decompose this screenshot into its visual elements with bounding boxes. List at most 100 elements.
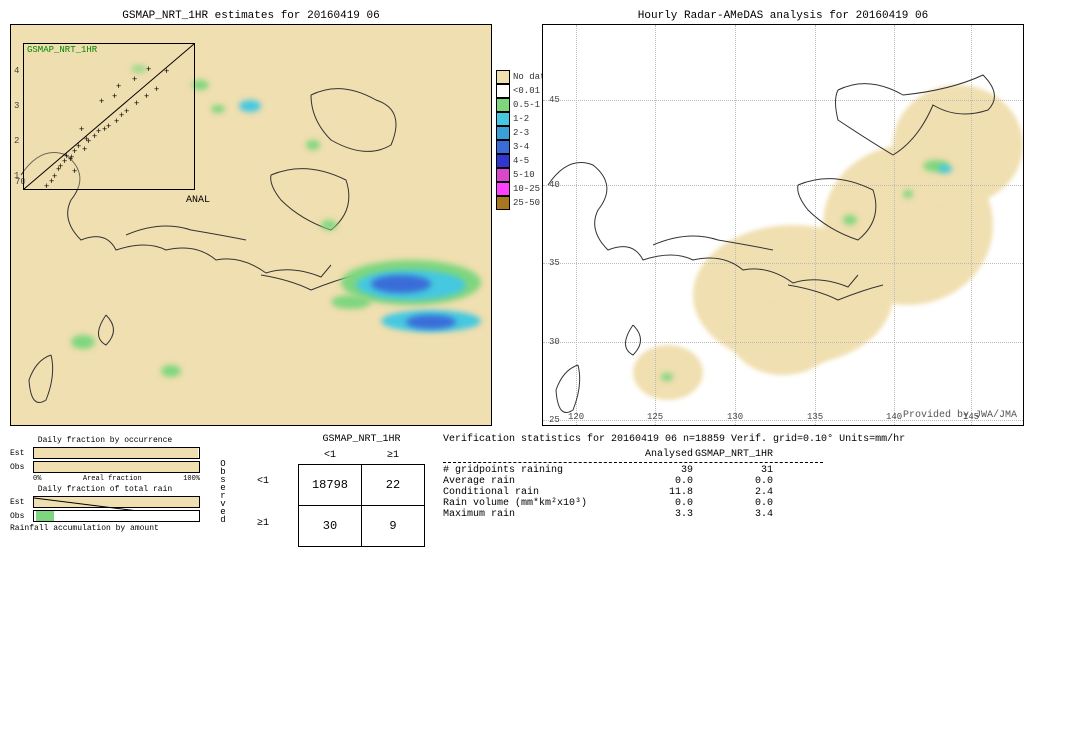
precip-blob bbox=[211, 105, 225, 113]
obs-label: Obs bbox=[10, 463, 30, 472]
stat-analysed: 3.3 bbox=[613, 509, 693, 520]
stats-title: Verification statistics for 20160419 06 … bbox=[443, 434, 1070, 445]
svg-text:+: + bbox=[79, 124, 84, 134]
precip-blob bbox=[306, 140, 320, 150]
precip-blob bbox=[71, 335, 95, 349]
stat-model: 2.4 bbox=[693, 487, 773, 498]
lon-tick: 125 bbox=[647, 412, 663, 422]
stats-row: Conditional rain11.82.4 bbox=[443, 487, 1070, 498]
lat-tick: 45 bbox=[549, 95, 560, 105]
ct-c2: ≥1 bbox=[362, 447, 425, 465]
obs-label2: Obs bbox=[10, 512, 30, 521]
stat-analysed: 39 bbox=[613, 465, 693, 476]
legend-label: <0.01 bbox=[513, 86, 540, 96]
svg-text:+: + bbox=[112, 91, 117, 101]
inset-box: GSMAP_NRT_1HR+++++++++++++++++++++++++++… bbox=[23, 43, 195, 190]
svg-text:+: + bbox=[124, 106, 129, 116]
rain-obs-bar bbox=[33, 510, 200, 522]
right-map-title: Hourly Radar-AMeDAS analysis for 2016041… bbox=[542, 10, 1024, 22]
bottom-row: Daily fraction by occurrence Est Obs 0% … bbox=[10, 434, 1070, 547]
stats-divider bbox=[443, 462, 823, 463]
top-row: GSMAP_NRT_1HR estimates for 20160419 06 … bbox=[10, 10, 1070, 426]
stat-name: Average rain bbox=[443, 476, 613, 487]
left-map-title: GSMAP_NRT_1HR estimates for 20160419 06 bbox=[10, 10, 492, 22]
svg-text:+: + bbox=[58, 161, 63, 171]
precip-blob bbox=[321, 220, 337, 230]
legend-swatch bbox=[496, 112, 510, 126]
ct-rowlabels: <1 ≥1 bbox=[232, 437, 294, 545]
lat-tick: 25 bbox=[549, 415, 560, 425]
left-map-frame: ANAL 70 GSMAP_NRT_1HR+++++++++++++++++++… bbox=[10, 24, 492, 426]
lat-tick: 35 bbox=[549, 258, 560, 268]
occ-title: Daily fraction by occurrence bbox=[10, 436, 200, 445]
inset-ytick: 3 bbox=[14, 101, 19, 111]
stat-analysed: 0.0 bbox=[613, 476, 693, 487]
stats-h-model: GSMAP_NRT_1HR bbox=[693, 449, 773, 460]
legend-swatch bbox=[496, 196, 510, 210]
svg-text:+: + bbox=[68, 154, 73, 164]
est-label2: Est bbox=[10, 498, 30, 507]
stat-model: 0.0 bbox=[693, 476, 773, 487]
svg-text:+: + bbox=[144, 91, 149, 101]
legend-label: 5-10 bbox=[513, 170, 535, 180]
observed-vert: Observed bbox=[218, 459, 228, 523]
legend-swatch bbox=[496, 84, 510, 98]
stats-row: # gridpoints raining3931 bbox=[443, 465, 1070, 476]
precip-blob bbox=[161, 365, 181, 377]
precip-blob bbox=[331, 295, 371, 309]
svg-text:+: + bbox=[134, 98, 139, 108]
rain-title: Daily fraction of total rain bbox=[10, 485, 200, 494]
svg-text:+: + bbox=[146, 64, 151, 74]
stat-analysed: 11.8 bbox=[613, 487, 693, 498]
fraction-block: Daily fraction by occurrence Est Obs 0% … bbox=[10, 434, 200, 547]
ct-c1: <1 bbox=[299, 447, 362, 465]
legend-label: 3-4 bbox=[513, 142, 529, 152]
lat-tick: 40 bbox=[549, 180, 560, 190]
svg-text:+: + bbox=[72, 166, 77, 176]
contingency-table: <1 ≥1 18798 22 30 9 bbox=[298, 447, 425, 547]
occ-obs-bar bbox=[33, 461, 200, 473]
ct-00: 18798 bbox=[299, 465, 362, 506]
legend-swatch bbox=[496, 126, 510, 140]
ct-11: 9 bbox=[362, 506, 425, 547]
svg-text:+: + bbox=[106, 121, 111, 131]
stats-row: Rain volume (mm*km²x10³)0.00.0 bbox=[443, 498, 1070, 509]
axis-mid: Areal fraction bbox=[83, 475, 142, 483]
legend-label: 0.5-1 bbox=[513, 100, 540, 110]
anal-label: ANAL bbox=[186, 195, 210, 206]
svg-text:+: + bbox=[164, 66, 169, 76]
stat-name: # gridpoints raining bbox=[443, 465, 613, 476]
svg-text:+: + bbox=[154, 84, 159, 94]
precip-blob bbox=[239, 100, 261, 112]
svg-text:+: + bbox=[116, 81, 121, 91]
coast-right bbox=[543, 25, 1023, 425]
legend-label: 2-3 bbox=[513, 128, 529, 138]
inset-ytick: 4 bbox=[14, 66, 19, 76]
legend-swatch bbox=[496, 98, 510, 112]
left-map-panel: GSMAP_NRT_1HR estimates for 20160419 06 … bbox=[10, 10, 492, 426]
stats-row: Average rain0.00.0 bbox=[443, 476, 1070, 487]
svg-text:+: + bbox=[84, 134, 89, 144]
stat-model: 3.4 bbox=[693, 509, 773, 520]
lon-tick: 140 bbox=[886, 412, 902, 422]
axis-100: 100% bbox=[183, 475, 200, 483]
inset-ytick: 2 bbox=[14, 136, 19, 146]
lon-tick: 135 bbox=[807, 412, 823, 422]
ct-10: 30 bbox=[299, 506, 362, 547]
legend-label: 10-25 bbox=[513, 184, 540, 194]
ct-r2: ≥1 bbox=[232, 503, 294, 545]
occ-est-bar bbox=[33, 447, 200, 459]
provided-text: Provided by JWA/JMA bbox=[903, 410, 1017, 421]
legend-swatch bbox=[496, 70, 510, 84]
precip-blob bbox=[371, 275, 431, 293]
est-label: Est bbox=[10, 449, 30, 458]
stat-name: Rain volume (mm*km²x10³) bbox=[443, 498, 613, 509]
svg-text:+: + bbox=[99, 96, 104, 106]
lon-tick: 120 bbox=[568, 412, 584, 422]
lat-tick: 30 bbox=[549, 337, 560, 347]
stats-block: Verification statistics for 20160419 06 … bbox=[443, 434, 1070, 547]
rain-est-bar bbox=[33, 496, 200, 508]
svg-text:+: + bbox=[96, 126, 101, 136]
svg-text:+: + bbox=[76, 141, 81, 151]
svg-text:+: + bbox=[132, 74, 137, 84]
